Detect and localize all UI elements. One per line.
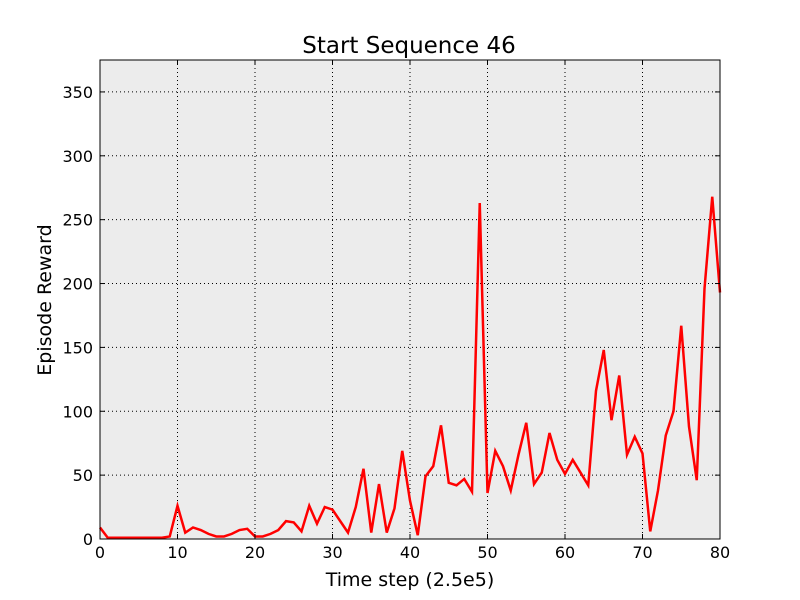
- series-layer: [99, 196, 722, 539]
- chart-title: Start Sequence 46: [302, 33, 516, 59]
- y-tick-label: 100: [62, 402, 93, 421]
- y-tick-label: 250: [62, 211, 93, 230]
- x-tick-label: 0: [95, 543, 105, 562]
- series-line: [99, 196, 722, 539]
- y-tick-label: 50: [73, 466, 93, 485]
- y-tick-label: 200: [62, 275, 93, 294]
- x-tick-label: 80: [710, 543, 730, 562]
- x-tick-label: 50: [477, 543, 497, 562]
- y-tick-label: 350: [62, 83, 93, 102]
- plot-area: [100, 60, 720, 539]
- x-tick-label: 10: [167, 543, 187, 562]
- y-axis-title: Episode Reward: [34, 224, 56, 375]
- x-tick-label: 20: [245, 543, 265, 562]
- x-tick-label: 70: [632, 543, 652, 562]
- y-tick-label: 150: [62, 338, 93, 357]
- x-axis-title: Time step (2.5e5): [325, 569, 495, 591]
- grid-lines: [100, 60, 720, 539]
- y-tick-label: 300: [62, 147, 93, 166]
- x-tick-label: 60: [555, 543, 575, 562]
- axis-ticks: 0 10 20 30 40 50 60 70 80 0 50 100 150 200 250 300 350: [62, 60, 730, 562]
- y-tick-label: 0: [83, 530, 93, 549]
- x-tick-label: 40: [400, 543, 420, 562]
- x-tick-label: 30: [322, 543, 342, 562]
